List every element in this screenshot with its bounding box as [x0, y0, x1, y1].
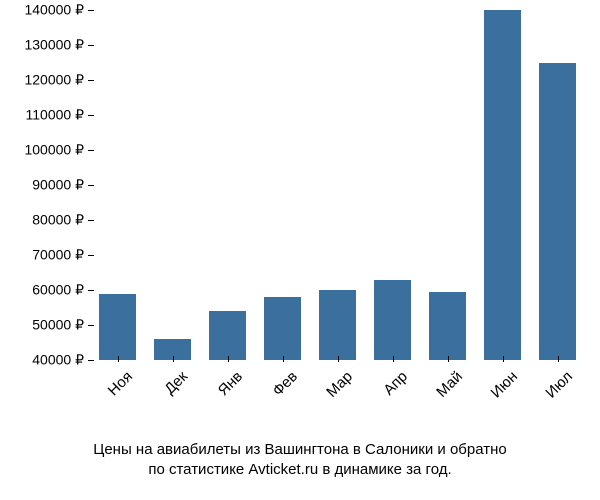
- y-tick-label: 70000 ₽: [32, 247, 84, 264]
- bar: [374, 280, 411, 361]
- y-tick-mark: [88, 150, 94, 151]
- y-tick-mark: [88, 115, 94, 116]
- bar: [209, 311, 246, 360]
- x-tick-mark: [338, 356, 339, 362]
- x-tick-mark: [118, 356, 119, 362]
- caption-line-1: Цены на авиабилеты из Вашингтона в Салон…: [0, 440, 600, 460]
- bar: [539, 63, 576, 361]
- bar: [99, 294, 136, 361]
- x-tick-label: Янв: [214, 368, 245, 399]
- y-tick-label: 100000 ₽: [24, 142, 84, 159]
- x-tick-label: Ноя: [104, 368, 135, 399]
- bar: [264, 297, 301, 360]
- y-tick-mark: [88, 325, 94, 326]
- y-tick-mark: [88, 80, 94, 81]
- bar: [484, 10, 521, 360]
- x-tick-mark: [503, 356, 504, 362]
- x-tick-mark: [228, 356, 229, 362]
- y-tick-mark: [88, 185, 94, 186]
- x-tick-label: Апр: [380, 368, 411, 399]
- x-tick-label: Июн: [487, 368, 520, 401]
- y-tick-label: 40000 ₽: [32, 352, 84, 369]
- y-tick-label: 120000 ₽: [24, 72, 84, 89]
- y-tick-label: 110000 ₽: [26, 107, 84, 124]
- y-tick-mark: [88, 220, 94, 221]
- y-axis: 40000 ₽50000 ₽60000 ₽70000 ₽80000 ₽90000…: [0, 10, 90, 360]
- x-tick-label: Мар: [323, 368, 356, 401]
- x-tick-label: Июл: [542, 368, 576, 402]
- chart-caption: Цены на авиабилеты из Вашингтона в Салон…: [0, 440, 600, 481]
- plot-area: [90, 10, 585, 360]
- y-tick-label: 90000 ₽: [32, 177, 84, 194]
- x-tick-mark: [558, 356, 559, 362]
- bar: [319, 290, 356, 360]
- x-axis: Ноя Дек Янв Фев Мар Апр Май Июн Июл: [90, 360, 585, 430]
- y-tick-label: 140000 ₽: [24, 2, 84, 19]
- bar: [429, 292, 466, 360]
- y-tick-label: 60000 ₽: [32, 282, 84, 299]
- y-tick-label: 50000 ₽: [32, 317, 84, 334]
- y-tick-mark: [88, 10, 94, 11]
- y-tick-label: 80000 ₽: [32, 212, 84, 229]
- x-tick-label: Фев: [269, 368, 301, 400]
- x-tick-label: Дек: [161, 368, 191, 398]
- x-tick-label: Май: [433, 368, 466, 401]
- x-tick-mark: [283, 356, 284, 362]
- caption-line-2: по статистике Avticket.ru в динамике за …: [0, 460, 600, 480]
- price-chart: 40000 ₽ 50000 ₽ 60000 ₽ 70000 ₽ 80000 ₽ 90000…: [0, 0, 600, 500]
- bars-layer: [90, 10, 585, 360]
- x-tick-mark: [393, 356, 394, 362]
- y-tick-mark: [88, 45, 94, 46]
- y-tick-mark: [88, 290, 94, 291]
- x-tick-mark: [448, 356, 449, 362]
- y-tick-label: 130000 ₽: [24, 37, 84, 54]
- y-tick-mark: [88, 360, 94, 361]
- x-tick-mark: [173, 356, 174, 362]
- y-tick-mark: [88, 255, 94, 256]
